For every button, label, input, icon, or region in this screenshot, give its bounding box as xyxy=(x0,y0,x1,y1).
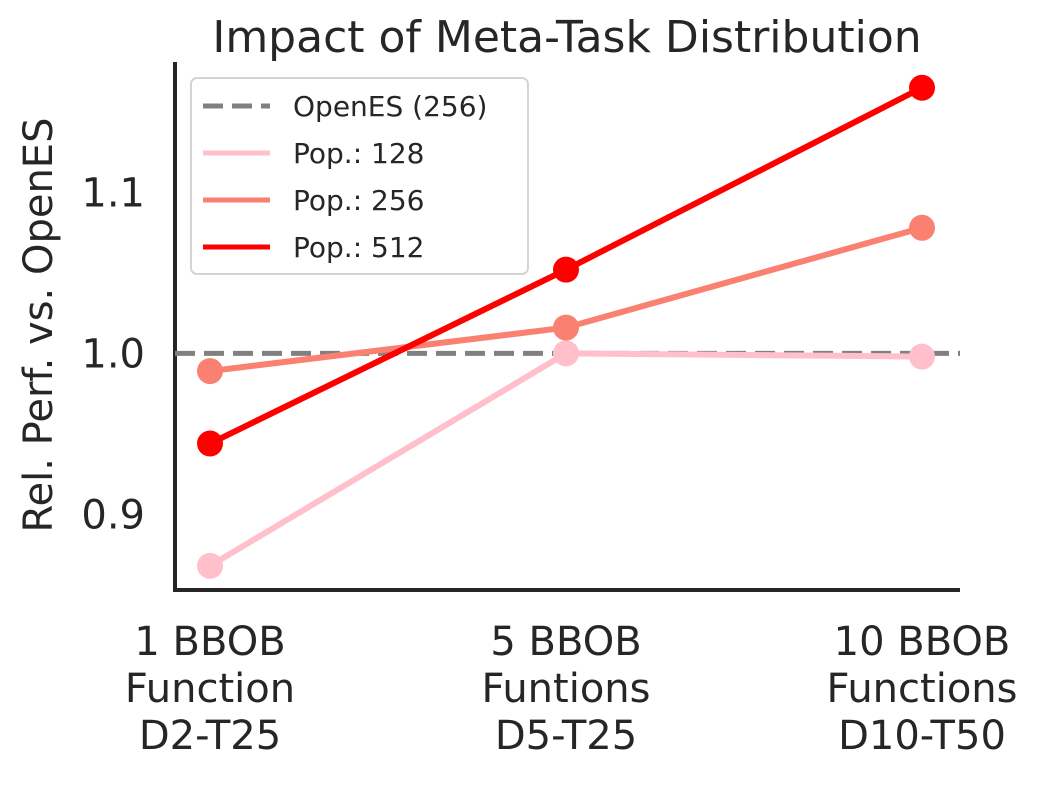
data-point xyxy=(197,552,223,579)
data-point xyxy=(197,430,223,457)
data-point xyxy=(909,214,935,241)
chart-title: Impact of Meta-Task Distribution xyxy=(212,12,921,63)
legend-label: Pop.: 128 xyxy=(293,137,424,170)
legend: OpenES (256) Pop.: 128 Pop.: 256 Pop.: 512 xyxy=(190,77,529,275)
x-tick-label: D5-T25 xyxy=(495,713,637,759)
data-point xyxy=(553,340,579,367)
data-point xyxy=(909,343,935,370)
x-tick-label: Functions xyxy=(827,666,1018,712)
x-tick-label: D10-T50 xyxy=(838,713,1006,759)
legend-label: Pop.: 256 xyxy=(293,184,424,217)
x-tick-label: Function xyxy=(125,666,295,712)
legend-box xyxy=(190,77,529,275)
data-point xyxy=(553,256,579,283)
data-point xyxy=(553,314,579,341)
legend-label: OpenES (256) xyxy=(293,90,487,123)
series-pop-128 xyxy=(197,340,935,579)
x-tick-label: 1 BBOB xyxy=(134,619,285,665)
x-tick-label: D2-T25 xyxy=(139,713,281,759)
y-tick-label: 1.1 xyxy=(81,170,145,216)
legend-label: Pop.: 512 xyxy=(293,231,424,264)
x-tick-label: 10 BBOB xyxy=(834,619,1011,665)
y-tick-label: 0.9 xyxy=(81,492,145,538)
x-tick-label: 5 BBOB xyxy=(490,619,641,665)
y-axis-label: Rel. Perf. vs. OpenES xyxy=(16,118,62,533)
series-group xyxy=(197,74,935,579)
data-point xyxy=(909,74,935,101)
series-line xyxy=(208,350,923,569)
data-point xyxy=(197,358,223,385)
x-tick-label: Funtions xyxy=(482,666,651,712)
series-pop-256 xyxy=(197,214,935,385)
series-pop-512 xyxy=(197,74,935,457)
y-tick-label: 1.0 xyxy=(81,331,145,377)
